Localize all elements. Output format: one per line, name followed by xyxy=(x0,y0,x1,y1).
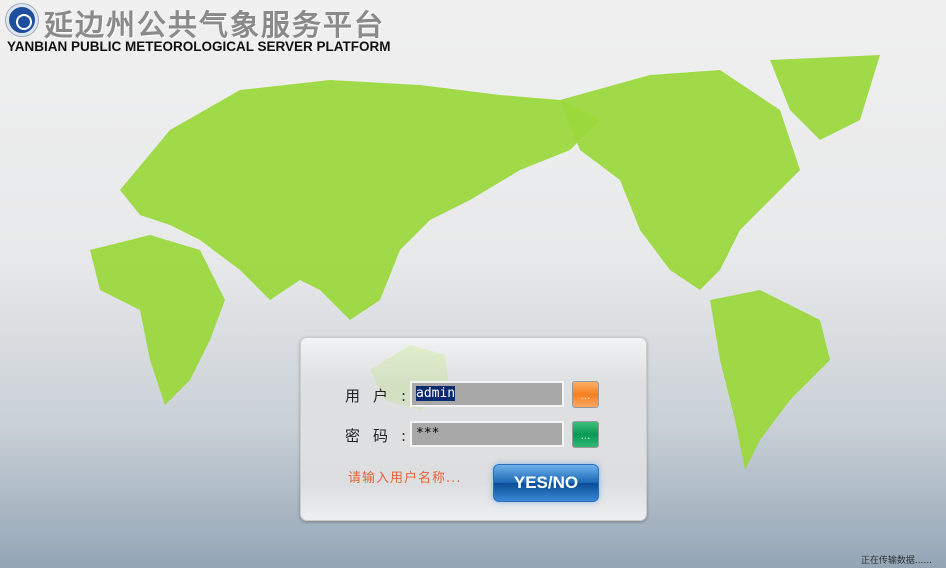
username-picker-button[interactable]: ... xyxy=(572,381,599,408)
greenland xyxy=(770,55,880,140)
username-value: admin xyxy=(416,386,456,401)
username-label: 用户: xyxy=(345,387,420,405)
password-input[interactable]: *** xyxy=(410,421,564,447)
status-text: 正在传输数据...... xyxy=(860,556,932,566)
south-america xyxy=(710,290,830,470)
north-america xyxy=(560,70,800,290)
africa xyxy=(90,235,225,405)
username-input[interactable]: admin xyxy=(410,381,564,407)
password-label: 密码: xyxy=(345,427,420,445)
hint-text: 请输入用户名称... xyxy=(348,471,462,486)
login-panel: 用户: admin ... 密码: *** ... 请输入用户名称... YES… xyxy=(300,337,647,521)
page-subtitle: YANBIAN PUBLIC METEOROLOGICAL SERVER PLA… xyxy=(7,39,391,54)
submit-button[interactable]: YES/NO xyxy=(493,464,599,502)
eurasia xyxy=(120,80,600,320)
page-title: 延边州公共气象服务平台 xyxy=(44,8,386,42)
password-picker-button[interactable]: ... xyxy=(572,421,599,448)
logo-icon xyxy=(6,4,38,36)
